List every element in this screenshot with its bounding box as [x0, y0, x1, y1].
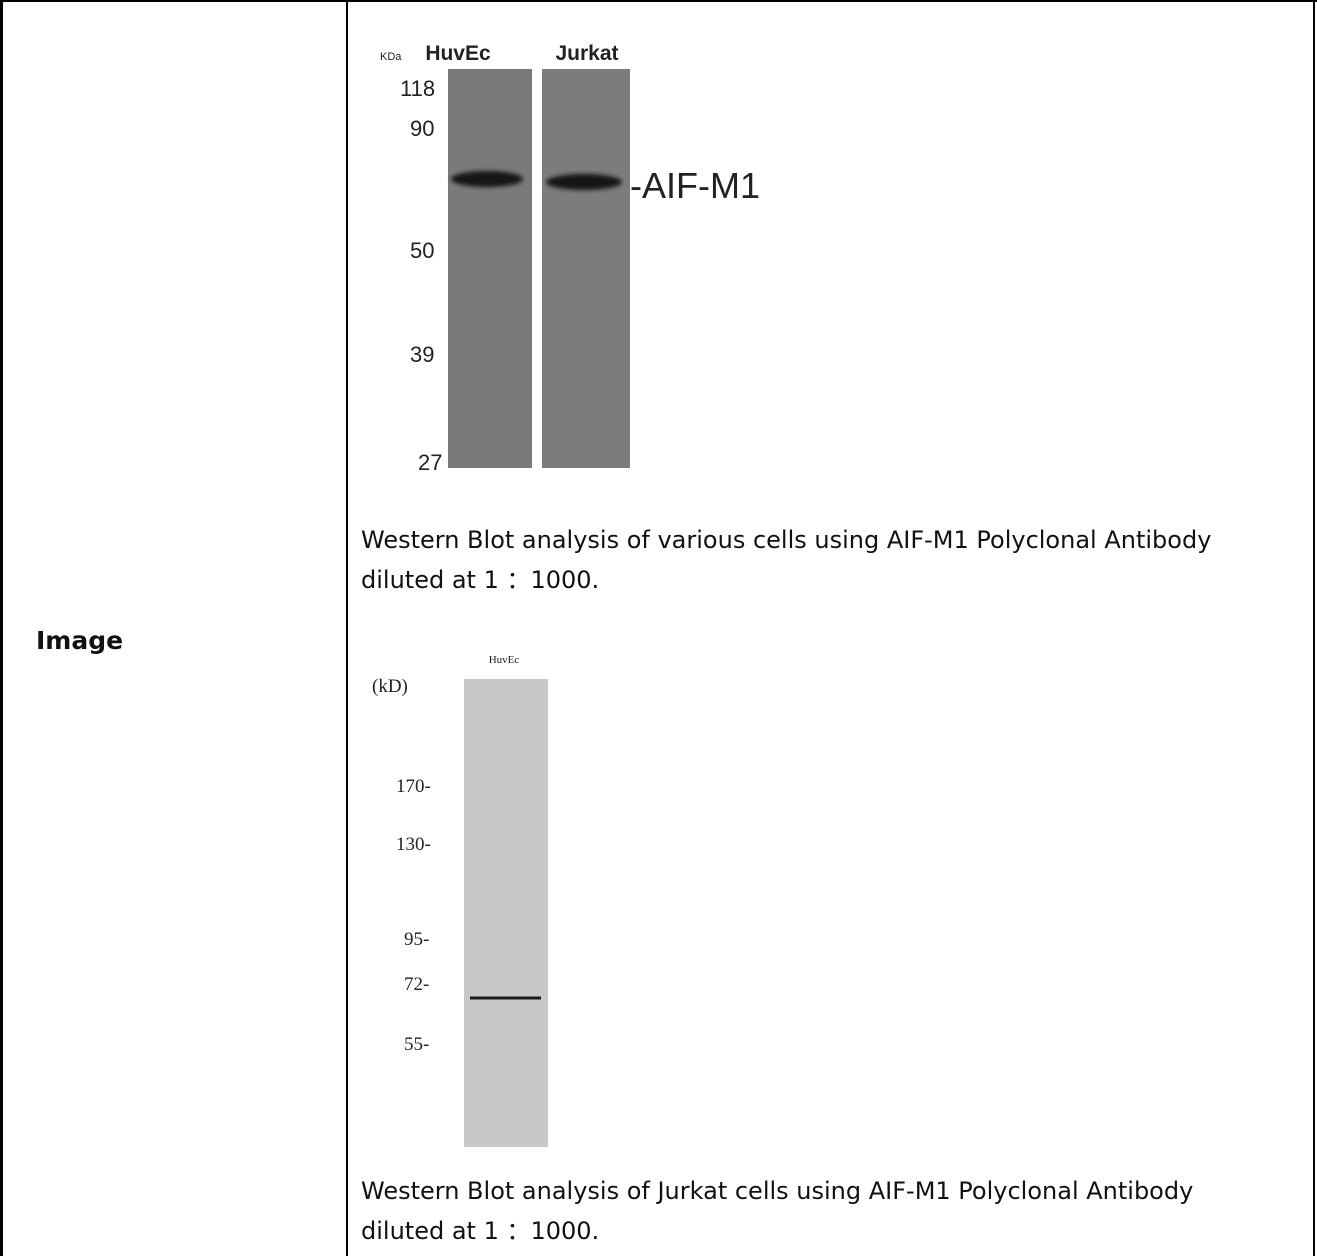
blot2-marker: 130-: [396, 834, 431, 855]
blot2-unit-label: (kD): [372, 676, 408, 697]
blot1-caption: Western Blot analysis of various cells u…: [361, 520, 1301, 600]
table-column-divider: [346, 0, 348, 1256]
caption-line: Western Blot analysis of Jurkat cells us…: [361, 1177, 1194, 1205]
blot2-marker: 72-: [404, 974, 429, 995]
blot1-lane-label: Jurkat: [555, 42, 618, 65]
western-blot-2: HuvEc (kD) 170- 130- 95- 72- 55-: [372, 654, 548, 1147]
blot1-marker: 50: [410, 238, 434, 263]
caption-line: diluted at 1 ：1000.: [361, 566, 600, 594]
table-border-right: [1313, 0, 1315, 1256]
blot2-caption: Western Blot analysis of Jurkat cells us…: [361, 1171, 1301, 1251]
caption-line: diluted at 1 ：1000.: [361, 1217, 600, 1245]
blot2-marker: 55-: [404, 1034, 429, 1055]
blot1-band-label: -AIF-M1: [630, 165, 760, 206]
blot1-lane-membrane: [542, 69, 630, 468]
blot1-marker: 118: [400, 76, 435, 101]
blot2-marker: 170-: [396, 776, 431, 797]
blot1-marker: 90: [410, 116, 434, 141]
blot1-unit-label: KDa: [380, 51, 402, 63]
row-label-image: Image: [36, 626, 124, 655]
table-border-left: [0, 0, 3, 1256]
blot2-lane-membrane: [464, 679, 548, 1147]
blot1-marker: 39: [410, 342, 434, 367]
blot1-lane-membrane: [448, 69, 532, 468]
western-blot-1: KDa HuvEc Jurkat 118 90 50 39 27 -AIF-M1: [380, 42, 760, 475]
blot1-band: [546, 174, 622, 190]
blot2-marker: 95-: [404, 929, 429, 950]
caption-line: Western Blot analysis of various cells u…: [361, 526, 1212, 554]
blot1-lane-label: HuvEc: [425, 42, 491, 65]
blot1-marker: 27: [418, 450, 442, 475]
blot2-lane-label: HuvEc: [489, 654, 520, 666]
table-border-top: [0, 0, 1317, 2]
blot1-band: [451, 171, 523, 187]
